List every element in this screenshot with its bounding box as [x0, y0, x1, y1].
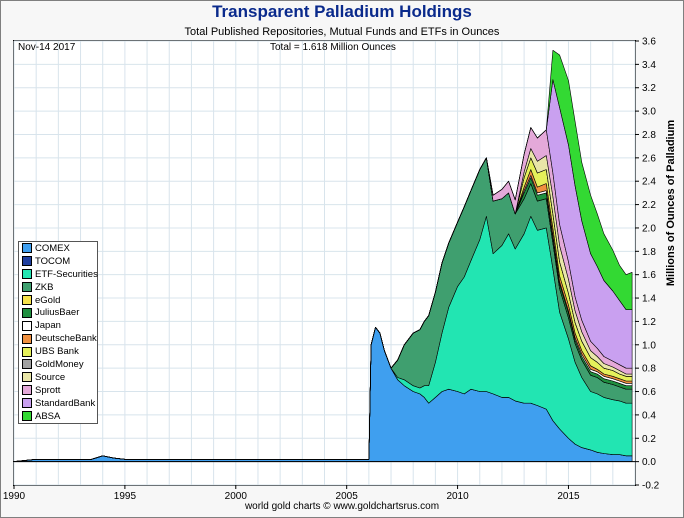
y-tick-label: 1.4 — [642, 294, 656, 305]
legend-item: JuliusBaer — [19, 306, 97, 319]
y-tick-label: 0.0 — [642, 457, 656, 468]
x-tick-label: 2005 — [336, 491, 359, 502]
legend-item: Japan — [19, 319, 97, 332]
legend-item: ETF-Securities — [19, 268, 98, 281]
legend-item: DeutscheBank — [19, 332, 97, 345]
legend-swatch — [22, 411, 32, 422]
y-tick-label: 3.0 — [642, 107, 656, 118]
x-tick-label: 2015 — [557, 491, 580, 502]
legend-swatch — [22, 256, 32, 267]
legend-label: StandardBank — [35, 397, 96, 409]
legend-item: eGold — [19, 294, 97, 307]
legend-label: Source — [35, 371, 66, 383]
legend-swatch — [22, 346, 32, 357]
y-tick-label: 0.2 — [642, 434, 656, 445]
legend-item: Source — [19, 371, 97, 384]
legend-label: DeutscheBank — [35, 333, 97, 345]
y-tick-label: 1.6 — [642, 270, 656, 281]
y-tick-label: 2.2 — [642, 200, 656, 211]
y-tick-label: 3.4 — [642, 60, 656, 71]
legend-label: ABSA — [35, 410, 61, 422]
footer-credit: world gold charts © www.goldchartsrus.co… — [244, 501, 440, 512]
legend-item: Sprott — [19, 384, 97, 397]
legend-swatch — [22, 372, 32, 383]
y-tick-label: 1.8 — [642, 247, 656, 258]
y-tick-label: 1.0 — [642, 340, 656, 351]
legend-swatch — [22, 333, 32, 344]
y-tick-label: 0.4 — [642, 410, 656, 421]
legend-item: COMEX — [19, 242, 97, 255]
legend-swatch — [22, 282, 32, 293]
legend-label: JuliusBaer — [35, 307, 80, 319]
total-annotation: Total = 1.618 Million Ounces — [270, 42, 396, 53]
legend-label: GoldMoney — [35, 358, 84, 370]
area-series-absa — [13, 50, 633, 462]
legend-item: StandardBank — [19, 397, 97, 410]
y-tick-label: 0.8 — [642, 364, 656, 375]
y-tick-label: 0.6 — [642, 387, 656, 398]
legend-label: COMEX — [35, 242, 70, 254]
legend-swatch — [22, 243, 32, 254]
legend-swatch — [22, 398, 32, 409]
legend-item: UBS Bank — [19, 345, 97, 358]
legend-label: eGold — [35, 294, 61, 306]
date-annotation: Nov-14 2017 — [18, 42, 76, 53]
y-tick-label: 3.2 — [642, 83, 656, 94]
legend-swatch — [22, 385, 32, 396]
legend-item: ABSA — [19, 410, 97, 423]
legend: COMEX TOCOM ETF-Securities ZKB eGold JuliusBa… — [18, 241, 98, 424]
legend-label: UBS Bank — [35, 346, 79, 358]
legend-item: TOCOM — [19, 255, 97, 268]
x-tick-label: 1990 — [3, 491, 26, 502]
x-tick-label: 1995 — [114, 491, 137, 502]
chart-subtitle: Total Published Repositories, Mutual Fun… — [184, 26, 500, 38]
y-tick-label: 2.8 — [642, 130, 656, 141]
legend-label: ETF-Securities — [35, 268, 98, 280]
legend-item: ZKB — [19, 281, 97, 294]
x-tick-label: 2010 — [446, 491, 469, 502]
y-tick-label: 2.0 — [642, 223, 656, 234]
y-tick-label: 3.6 — [642, 37, 656, 48]
y-tick-label: 2.4 — [642, 177, 656, 188]
legend-label: ZKB — [35, 281, 54, 293]
legend-swatch — [22, 269, 32, 280]
legend-swatch — [22, 359, 32, 370]
y-axis-label: Millions of Ounces of Palladium — [665, 120, 677, 286]
chart-title: Transparent Palladium Holdings — [212, 2, 472, 21]
y-tick-label: 1.2 — [642, 317, 656, 328]
legend-label: Japan — [35, 320, 61, 332]
legend-label: TOCOM — [35, 255, 71, 267]
legend-swatch — [22, 295, 32, 305]
legend-item: GoldMoney — [19, 358, 97, 371]
legend-swatch — [22, 307, 32, 318]
y-tick-label: 2.6 — [642, 153, 656, 164]
legend-swatch — [22, 320, 32, 331]
x-tick-label: 2000 — [225, 491, 248, 502]
legend-label: Sprott — [35, 384, 61, 396]
y-tick-label: -0.2 — [642, 481, 660, 492]
